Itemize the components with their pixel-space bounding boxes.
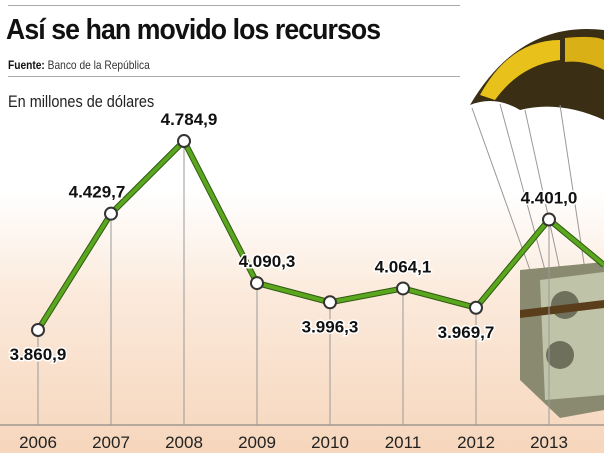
data-point bbox=[177, 134, 191, 149]
x-tick-label: 2008 bbox=[165, 433, 203, 452]
data-point bbox=[104, 206, 118, 221]
parachute-illustration bbox=[470, 28, 604, 418]
x-tick-label: 2011 bbox=[385, 433, 422, 452]
data-label: 4.064,1 bbox=[375, 257, 432, 276]
data-point bbox=[396, 281, 410, 296]
x-tick-label: 2009 bbox=[238, 433, 276, 452]
x-tick-label: 2010 bbox=[311, 433, 349, 452]
chart-title: Así se han movido los recursos bbox=[6, 14, 381, 46]
data-label: 3.860,9 bbox=[10, 345, 67, 364]
x-tick-label: 2012 bbox=[457, 433, 495, 452]
data-point bbox=[469, 300, 483, 315]
data-label: 4.401,0 bbox=[521, 189, 578, 208]
source-rule bbox=[8, 76, 460, 77]
data-label: 4.090,3 bbox=[239, 252, 296, 271]
data-point bbox=[250, 276, 264, 291]
data-point bbox=[323, 295, 337, 310]
source-line: Fuente: Banco de la República bbox=[8, 58, 150, 72]
data-point bbox=[542, 212, 556, 227]
source-label: Fuente: bbox=[8, 58, 45, 72]
unit-label: En millones de dólares bbox=[8, 92, 155, 111]
x-tick-label: 2007 bbox=[92, 433, 130, 452]
x-tick-label: 2013 bbox=[530, 433, 568, 452]
series-line bbox=[36, 139, 604, 332]
data-label: 3.969,7 bbox=[438, 323, 495, 342]
data-label: 4.429,7 bbox=[69, 183, 126, 202]
data-label: 3.996,3 bbox=[302, 317, 359, 336]
data-point bbox=[31, 323, 45, 337]
data-label: 4.784,9 bbox=[161, 110, 218, 129]
x-tick-label: 2006 bbox=[19, 433, 57, 452]
top-rule bbox=[8, 5, 460, 6]
source-name: Banco de la República bbox=[47, 58, 150, 72]
